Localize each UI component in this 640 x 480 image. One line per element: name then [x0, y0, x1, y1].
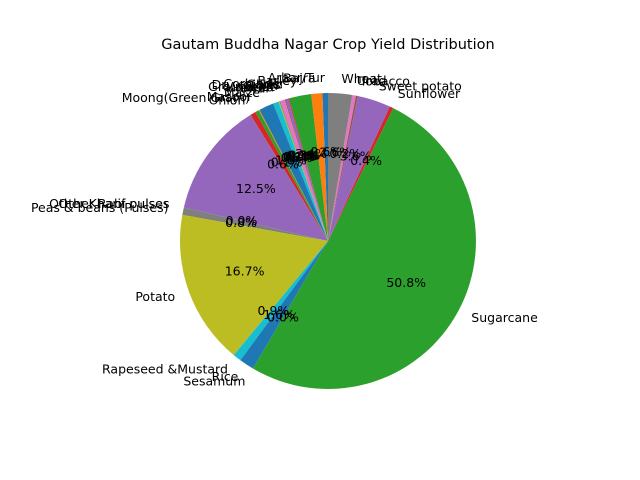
- slice-percent-label: 0.1%: [271, 154, 303, 169]
- slice-percent-label: 0.6%: [310, 144, 342, 159]
- slice-label: Tobacco: [359, 73, 410, 88]
- slice-percent-label: 0.6%: [267, 157, 299, 172]
- pie-slice: [328, 95, 356, 241]
- pie-slice: [328, 96, 390, 241]
- slice-percent-label: 0.6%: [281, 150, 313, 165]
- pie-slice: [289, 93, 328, 242]
- pie-slice: [183, 114, 328, 241]
- pie-slices: [179, 93, 476, 389]
- slice-label: Barley: [257, 73, 298, 88]
- slice-label: Dry chillies: [212, 77, 281, 92]
- slice-label: Sugarcane: [471, 310, 538, 325]
- slice-percent-label: 0.1%: [283, 149, 315, 164]
- slice-label: Masoor: [207, 89, 253, 104]
- slice-label: Rapeseed &Mustard: [102, 361, 228, 376]
- slice-percent-label: 0.1%: [289, 147, 321, 162]
- slice-label: Onion: [209, 93, 246, 108]
- pie-slice: [278, 101, 328, 241]
- slice-percent-label: 0.8%: [225, 215, 257, 230]
- pie-slice: [322, 93, 328, 241]
- pie-slice: [328, 95, 358, 241]
- pie-slice: [273, 101, 328, 241]
- slice-label: Sunflower: [398, 86, 461, 101]
- chart-title: Gautam Buddha Nagar Crop Yield Distribut…: [161, 37, 494, 53]
- pie-slice: [279, 100, 328, 242]
- slice-percent-label: 3.6%: [340, 149, 372, 164]
- pie-slice: [250, 112, 328, 241]
- slice-label: Other Kharif pulses: [49, 196, 169, 211]
- slice-percent-label: 0.9%: [258, 303, 290, 318]
- pie-slice: [233, 241, 328, 361]
- slice-percent-label: 0.1%: [286, 148, 318, 163]
- slice-percent-label: 0.0%: [226, 213, 258, 228]
- pie-slice: [284, 99, 328, 242]
- slice-label: Urad: [357, 73, 387, 88]
- slice-percent-labels: 0.6%2.4%0.1%0.3%0.1%0.5%0.1%0.1%0.6%1.6%…: [225, 144, 426, 324]
- slice-label: Moong(Green Gram): [122, 90, 250, 105]
- slice-percent-label: 0.4%: [350, 153, 382, 168]
- pie-slice: [328, 106, 394, 242]
- slice-percent-label: 1.6%: [275, 152, 307, 167]
- slice-percent-label: 0.0%: [267, 310, 299, 325]
- slice-label: Groundnut: [208, 79, 275, 94]
- pie-slice: [255, 110, 328, 241]
- pie-slice: [280, 99, 328, 241]
- slice-label: Coriander: [223, 76, 285, 91]
- pie-slice: [252, 108, 476, 389]
- pie-slice: [328, 93, 353, 241]
- slice-label: Peas & beans (Pulses): [31, 200, 169, 215]
- slice-percent-label: 12.5%: [236, 181, 276, 196]
- slice-label: Gram: [243, 78, 278, 93]
- slice-percent-label: 50.8%: [386, 275, 426, 290]
- pie-slice: [288, 98, 328, 242]
- pie-slice: [179, 214, 328, 356]
- slice-percent-label: 0.5%: [285, 149, 317, 164]
- slice-percent-label: 2.4%: [295, 146, 327, 161]
- slice-percent-label: 0.3%: [287, 148, 319, 163]
- pie-slice: [240, 241, 328, 369]
- slice-label: Wheat: [341, 71, 382, 86]
- slice-percent-label: 0.1%: [283, 149, 315, 164]
- slice-label: Rice: [212, 369, 239, 384]
- slice-label: Potato: [135, 289, 175, 304]
- pie-slice: [259, 103, 328, 241]
- slice-label: Bajra: [283, 71, 316, 86]
- slice-label: Arhar/Tur: [268, 70, 326, 85]
- slice-percent-label: 1.6%: [263, 307, 295, 322]
- slice-label: Sesamum: [183, 373, 245, 388]
- pie-slice: [285, 98, 328, 242]
- slice-label: Linseed: [226, 80, 274, 95]
- slice-label: Garlic: [246, 77, 282, 92]
- slice-label: Other Rabi pulses: [58, 196, 169, 211]
- slice-percent-label: 0.2%: [329, 146, 361, 161]
- slice-label: Sweet potato: [379, 78, 462, 93]
- slice-label: Jowar: [235, 81, 271, 96]
- pie-slice: [311, 93, 328, 241]
- pie-slice: [258, 109, 328, 241]
- slice-label: Maize: [224, 85, 260, 100]
- slice-percent-label: 2.6%: [319, 145, 351, 160]
- pie-slice: [182, 207, 328, 241]
- slice-percent-label: 16.7%: [225, 264, 265, 279]
